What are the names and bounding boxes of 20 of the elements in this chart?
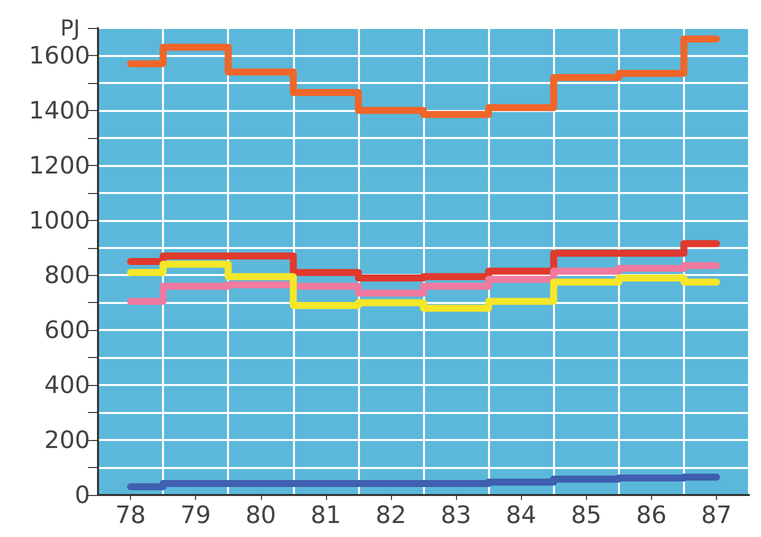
- x-tick-label: 81: [310, 501, 342, 529]
- x-tick-label: 84: [506, 501, 536, 529]
- y-tick-label: 0: [74, 481, 90, 509]
- y-tick-label: 1400: [28, 96, 90, 124]
- x-tick-label: 79: [180, 501, 211, 529]
- y-tick-label: 1600: [28, 41, 90, 70]
- x-tick-label: 83: [440, 501, 472, 529]
- x-tick-label: 82: [376, 501, 406, 529]
- x-tick-label: 78: [115, 501, 146, 529]
- y-tick-label: 800: [44, 261, 90, 290]
- y-tick-label: 400: [44, 371, 90, 400]
- y-axis-title: PJ: [60, 16, 80, 42]
- x-tick-label: 87: [701, 501, 732, 529]
- y-tick-label: 1000: [28, 206, 90, 234]
- x-tick-label: 86: [636, 501, 667, 529]
- y-tick-label: 600: [44, 316, 90, 344]
- y-tick-label: 1200: [28, 151, 90, 180]
- x-tick-label: 85: [570, 501, 602, 529]
- x-tick-label: 80: [245, 501, 276, 529]
- y-tick-label: 200: [44, 426, 90, 454]
